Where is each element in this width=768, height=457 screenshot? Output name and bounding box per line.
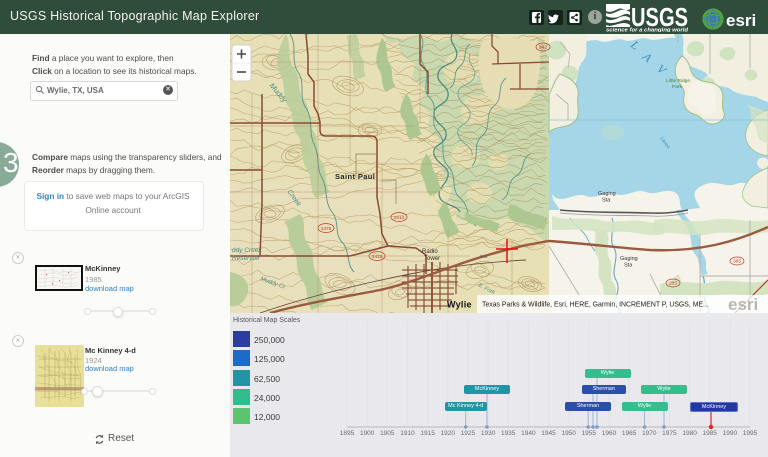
svg-text:3412: 3412 bbox=[372, 254, 383, 260]
svg-text:Park: Park bbox=[672, 84, 682, 90]
svg-text:ddy Creek: ddy Creek bbox=[232, 247, 262, 254]
svg-text:Gaging: Gaging bbox=[598, 191, 616, 197]
svg-text:544: 544 bbox=[480, 254, 488, 259]
svg-text:Gaging: Gaging bbox=[620, 256, 638, 262]
svg-text:Sta: Sta bbox=[602, 198, 611, 204]
svg-text:Saint Paul: Saint Paul bbox=[335, 172, 375, 181]
svg-text:Radio: Radio bbox=[422, 249, 438, 255]
svg-text:Sta: Sta bbox=[624, 263, 633, 269]
svg-text:science for a changing world: science for a changing world bbox=[606, 28, 689, 33]
svg-text:2514: 2514 bbox=[394, 215, 405, 221]
svg-text:esri: esri bbox=[726, 11, 756, 30]
svg-text:1378: 1378 bbox=[321, 226, 332, 232]
svg-text:Texas Parks & Wildlife, Esri,: Texas Parks & Wildlife, Esri, HERE, Garm… bbox=[482, 302, 709, 309]
svg-text:USGS: USGS bbox=[631, 3, 688, 32]
svg-text:205: 205 bbox=[669, 281, 677, 287]
svg-text:Reservoir: Reservoir bbox=[232, 255, 261, 262]
svg-text:365: 365 bbox=[733, 259, 741, 265]
svg-text:382: 382 bbox=[539, 45, 547, 51]
svg-text:Little Ridge: Little Ridge bbox=[666, 78, 690, 84]
svg-text:Tower: Tower bbox=[424, 256, 440, 262]
svg-text:esri: esri bbox=[728, 295, 758, 313]
svg-text:Wylie: Wylie bbox=[447, 300, 472, 310]
